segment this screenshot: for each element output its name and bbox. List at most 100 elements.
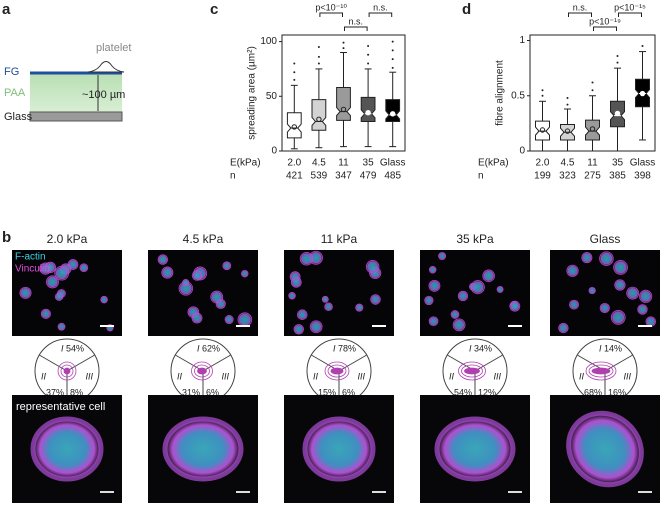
column-title: Glass [590, 232, 621, 246]
outlier [317, 62, 320, 65]
row-label: n [478, 171, 484, 182]
cell [321, 295, 329, 303]
contour [591, 367, 611, 375]
sector-name: II [177, 371, 183, 381]
sector-name: III [493, 371, 501, 381]
sector-name: II [41, 371, 47, 381]
n-label: 323 [559, 171, 576, 182]
cell [224, 315, 234, 325]
n-label: 275 [584, 171, 601, 182]
contour [194, 364, 210, 378]
cell [645, 316, 657, 327]
x-tick-label: 4.5 [312, 158, 326, 169]
contour [197, 367, 207, 375]
cell-body [434, 416, 516, 482]
platelet-shape [87, 61, 125, 73]
outlier [391, 49, 394, 52]
x-tick-label: Glass [380, 158, 406, 169]
cell [365, 260, 380, 274]
cell [241, 269, 249, 278]
sector-name: I [469, 343, 472, 353]
sector-share: 8% [70, 387, 83, 397]
outlier [566, 103, 569, 106]
n-label: 485 [384, 171, 401, 182]
cell [424, 295, 434, 306]
cell [44, 261, 56, 273]
outlier [367, 62, 370, 65]
contour [464, 367, 480, 375]
sector-divider [338, 354, 367, 372]
cell-body [566, 410, 644, 488]
contour [63, 367, 71, 375]
sector-share: 6% [342, 387, 355, 397]
cell [482, 269, 495, 283]
cell [470, 280, 485, 295]
cell [637, 304, 648, 315]
row-label: n [230, 171, 236, 182]
cell [355, 303, 364, 312]
panel-label: b [2, 229, 11, 246]
sector-name: I [599, 343, 602, 353]
n-label: 199 [534, 171, 551, 182]
outlier [317, 55, 320, 58]
significance-bracket [593, 26, 617, 31]
panel-label: a [2, 1, 11, 18]
n-label: 398 [634, 171, 651, 182]
mean [340, 106, 347, 113]
sector-divider [175, 354, 204, 372]
row-label: E(kPa) [230, 158, 261, 169]
sector-share: 15% [318, 387, 336, 397]
outlier [367, 44, 370, 47]
sector-share: 37% [46, 387, 64, 397]
outlier [591, 89, 594, 92]
contour [327, 364, 347, 378]
mean [539, 127, 546, 133]
mean [639, 90, 646, 97]
panel-label: c [210, 1, 218, 18]
legend-entry: F-actin [15, 252, 46, 263]
cell [54, 292, 64, 301]
sector-share: 54% [66, 343, 84, 353]
sector-name: I [197, 343, 200, 353]
mean [291, 124, 297, 130]
outlier [391, 40, 394, 43]
cell [558, 322, 569, 334]
cell [599, 251, 614, 266]
box [385, 99, 401, 122]
legend-entry: Vinculin [15, 264, 50, 275]
row-label: E(kPa) [478, 158, 509, 169]
sector-share: 68% [584, 387, 602, 397]
sector-divider [202, 354, 231, 372]
cell [509, 300, 521, 312]
sector-share: 14% [604, 343, 622, 353]
platelet-label: platelet [96, 42, 131, 54]
column-title: 2.0 kPa [47, 232, 88, 246]
column-title: 35 kPa [456, 232, 494, 246]
cell [452, 318, 466, 332]
mean [589, 126, 596, 132]
significance-bracket [568, 12, 592, 17]
cell [613, 260, 628, 275]
cell [237, 312, 253, 327]
layer-label: PAA [4, 87, 26, 99]
contour [588, 364, 614, 378]
column-title: 4.5 kPa [183, 232, 224, 246]
x-tick-label: 2.0 [536, 158, 550, 169]
sector-share: 12% [478, 387, 496, 397]
outlier [591, 81, 594, 84]
box [360, 96, 376, 122]
box [535, 120, 550, 141]
cell [581, 252, 593, 264]
cell [54, 265, 70, 281]
sector-divider [39, 354, 68, 372]
y-tick-label: 0.5 [511, 90, 525, 101]
sector-share: 6% [206, 387, 219, 397]
sector-share: 78% [338, 343, 356, 353]
sector-share: 34% [474, 343, 492, 353]
mean [316, 116, 322, 122]
cell [222, 261, 232, 271]
significance-label: p<10⁻¹⁹ [589, 16, 621, 26]
cell [450, 310, 460, 319]
box [336, 87, 351, 121]
cell [182, 278, 190, 286]
